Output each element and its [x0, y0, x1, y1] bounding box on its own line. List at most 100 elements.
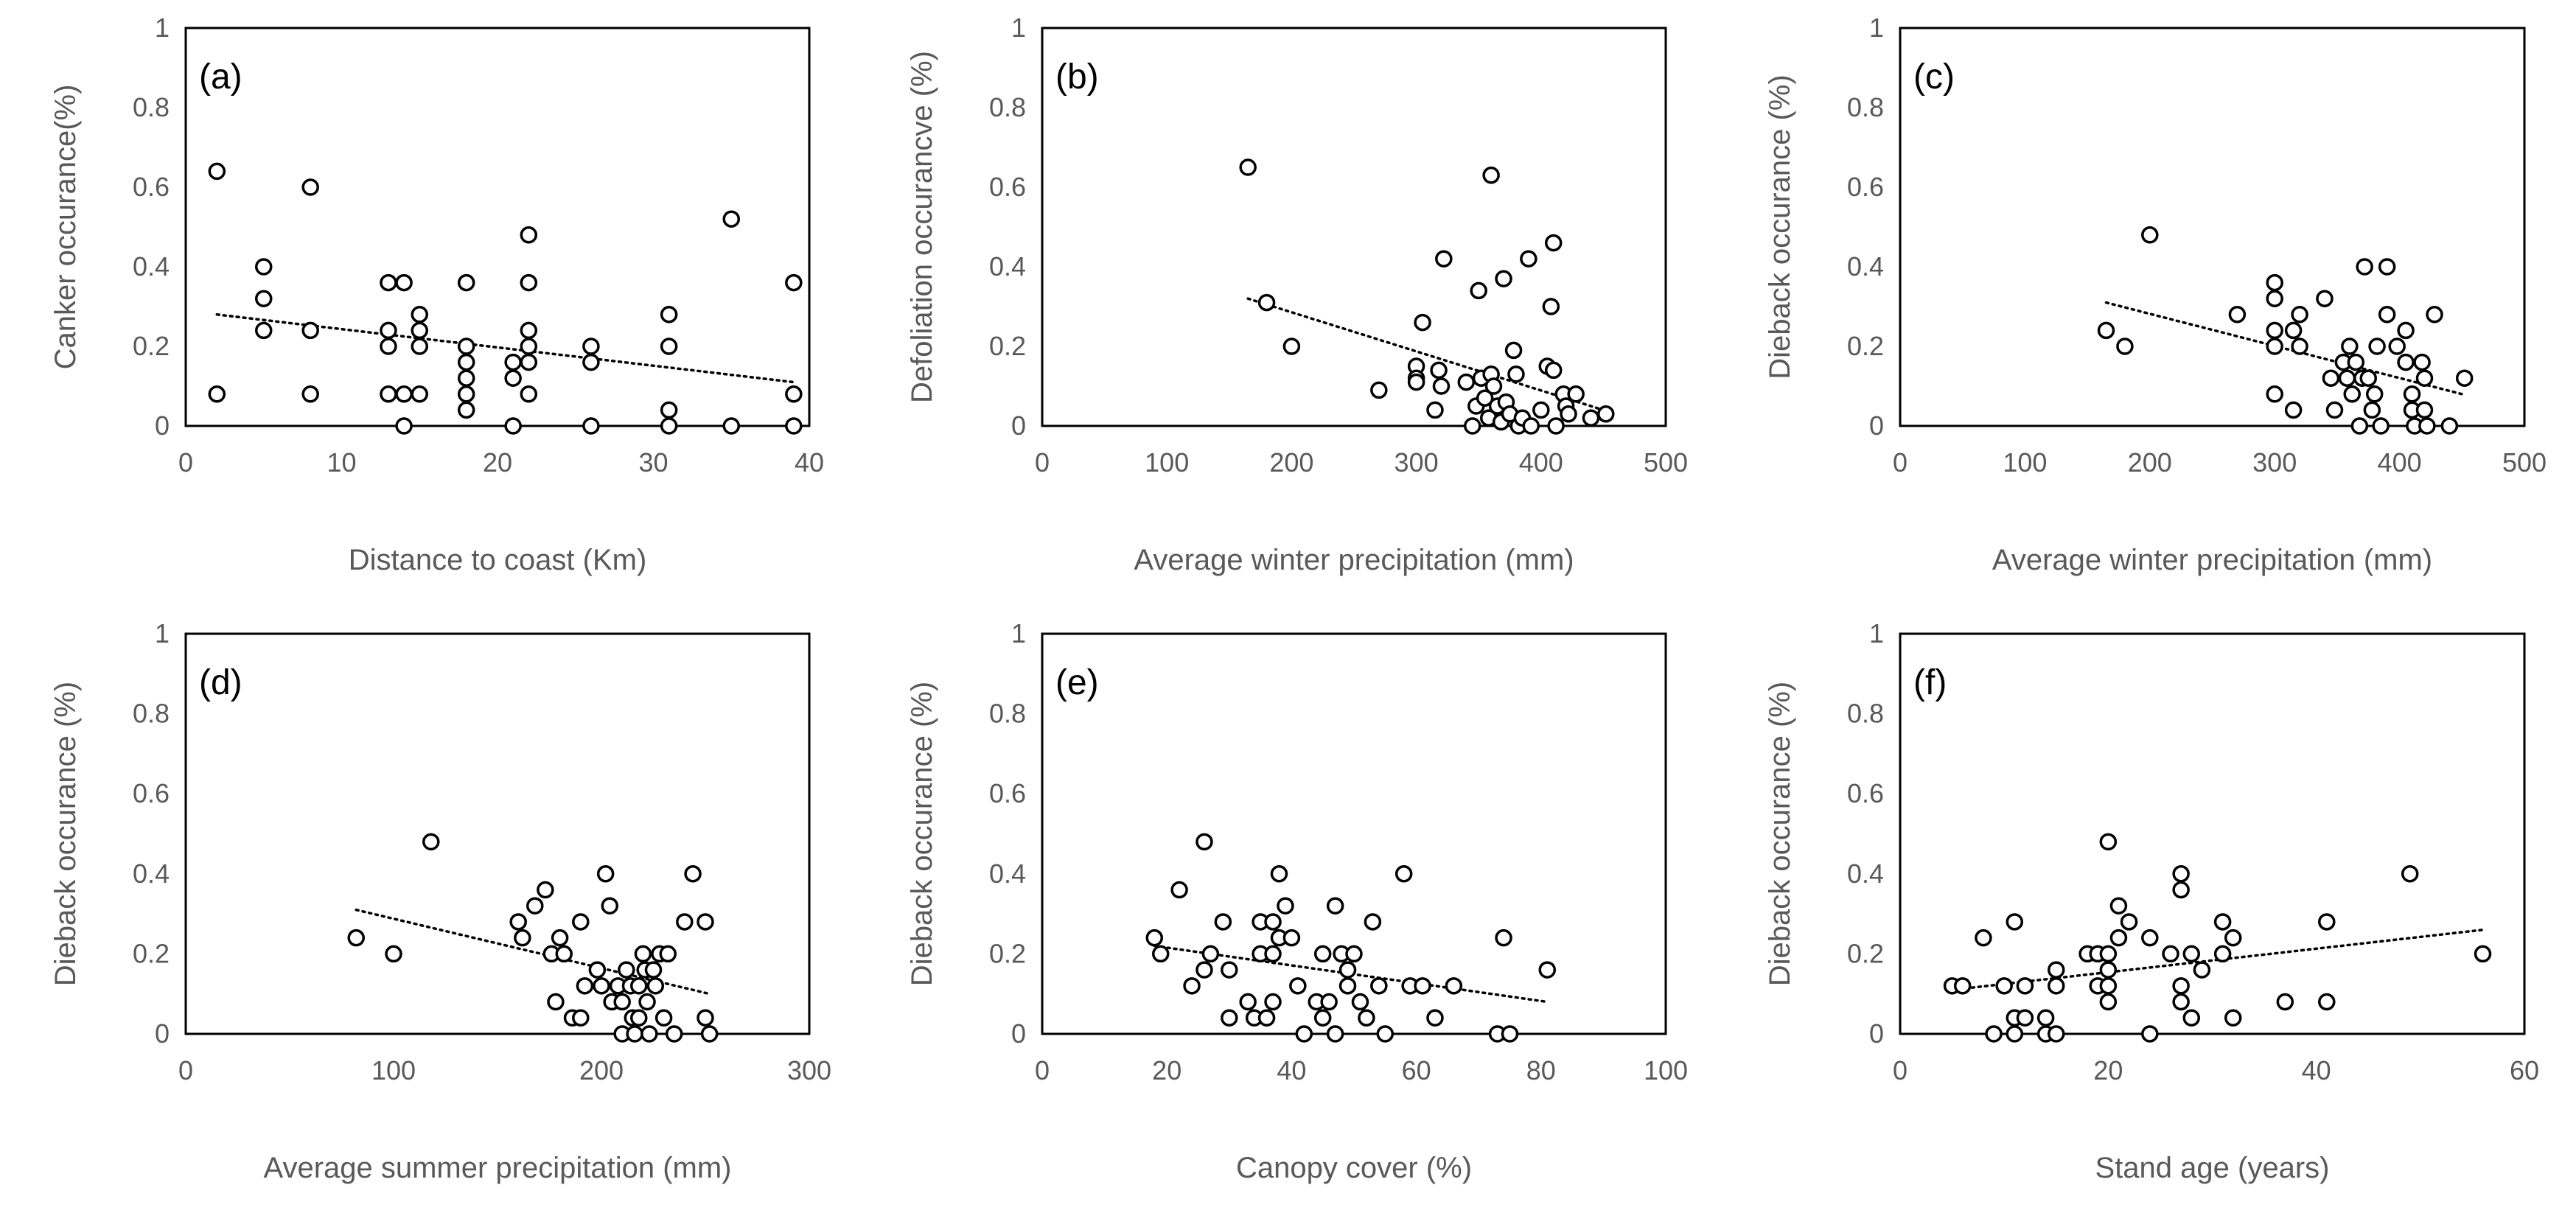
data-point — [255, 321, 273, 340]
data-point — [1239, 993, 1257, 1011]
data-point — [2266, 338, 2283, 355]
data-point — [504, 369, 522, 387]
data-point — [1995, 977, 2013, 995]
data-point — [2284, 321, 2303, 340]
y-tick-label: 0.6 — [989, 172, 1026, 202]
data-point — [1257, 1009, 1276, 1027]
data-point — [1264, 993, 1282, 1011]
data-point — [1414, 313, 1431, 332]
trendline — [215, 313, 795, 384]
data-point — [2413, 353, 2431, 371]
data-point — [520, 273, 538, 292]
y-tick-label: 0.8 — [1847, 92, 1884, 122]
data-point — [630, 977, 648, 995]
data-point — [2343, 385, 2361, 403]
data-point — [697, 1009, 714, 1027]
x-axis-title: Distance to coast (Km) — [349, 544, 647, 576]
x-tick-label: 400 — [2378, 447, 2422, 478]
data-point — [395, 385, 413, 403]
x-tick-label: 40 — [795, 447, 824, 478]
data-point — [684, 865, 702, 883]
x-tick-label: 0 — [1035, 447, 1050, 478]
data-point — [634, 945, 652, 963]
x-tick-label: 0 — [1893, 1055, 1907, 1085]
x-tick-label: 500 — [2502, 447, 2547, 478]
data-point — [1345, 945, 1363, 963]
plot-frame — [1041, 632, 1667, 1035]
data-point — [395, 417, 413, 435]
data-point — [1975, 929, 1992, 947]
y-tick-label: 1 — [1011, 13, 1026, 43]
data-point — [411, 338, 428, 355]
y-tick-label: 1 — [1011, 618, 1026, 648]
data-point — [2350, 417, 2369, 435]
data-point — [1432, 377, 1451, 395]
data-point — [644, 961, 663, 979]
data-point — [1985, 1025, 2003, 1043]
data-point — [2291, 338, 2308, 355]
plot-frame — [1899, 632, 2526, 1035]
data-point — [2006, 913, 2024, 931]
y-tick-label: 0.6 — [133, 172, 170, 202]
data-point — [659, 945, 677, 963]
data-point — [1495, 929, 1512, 947]
data-point — [1582, 409, 1600, 427]
data-point — [255, 258, 273, 276]
y-tick-label: 0.6 — [989, 778, 1026, 808]
x-tick-label: 80 — [1526, 1055, 1556, 1085]
y-tick-label: 0.8 — [989, 92, 1026, 122]
data-point — [457, 385, 475, 403]
data-point — [504, 417, 522, 435]
data-point — [1544, 361, 1563, 380]
data-point — [1195, 833, 1213, 851]
x-axis-title: Canopy cover (%) — [1236, 1152, 1472, 1184]
data-point — [2213, 945, 2232, 963]
y-tick-label: 0 — [155, 1018, 170, 1049]
data-point — [2316, 290, 2334, 307]
data-point — [1482, 167, 1500, 184]
data-point — [2322, 369, 2340, 387]
data-point — [2099, 945, 2118, 963]
data-point — [1313, 1009, 1332, 1027]
data-point — [1376, 1025, 1395, 1043]
data-point — [520, 353, 538, 371]
data-point — [1507, 366, 1525, 383]
data-point — [1435, 250, 1453, 267]
data-point — [385, 945, 402, 963]
data-point — [2403, 385, 2421, 403]
data-point — [2359, 369, 2377, 387]
data-point — [1463, 417, 1481, 435]
data-point — [509, 913, 527, 931]
data-point — [2397, 321, 2415, 340]
y-tick-label: 0.2 — [133, 331, 170, 361]
data-point — [626, 1025, 643, 1043]
data-point — [1264, 945, 1282, 963]
x-tick-label: 200 — [579, 1055, 624, 1085]
data-point — [2162, 945, 2179, 963]
y-tick-label: 0.8 — [133, 92, 170, 122]
data-point — [2120, 913, 2138, 931]
data-point — [1426, 401, 1444, 419]
data-point — [1395, 865, 1413, 883]
data-point — [555, 945, 573, 963]
data-point — [1542, 298, 1560, 315]
data-point — [520, 321, 538, 340]
panel-label: (e) — [1055, 663, 1099, 702]
x-tick-label: 400 — [1519, 447, 1563, 478]
data-point — [1295, 1025, 1313, 1043]
y-tick-label: 0.2 — [989, 938, 1026, 968]
y-tick-label: 1 — [1869, 618, 1884, 648]
data-point — [1470, 281, 1487, 300]
data-point — [2182, 945, 2201, 963]
data-point — [1257, 293, 1276, 312]
data-point — [2325, 401, 2344, 419]
data-point — [1504, 341, 1523, 360]
data-point — [660, 401, 678, 419]
x-tick-label: 200 — [1269, 447, 1313, 478]
data-point — [208, 162, 226, 181]
data-point — [1495, 270, 1512, 287]
data-point — [2363, 401, 2381, 419]
data-point — [457, 401, 475, 419]
x-tick-label: 0 — [178, 447, 193, 478]
